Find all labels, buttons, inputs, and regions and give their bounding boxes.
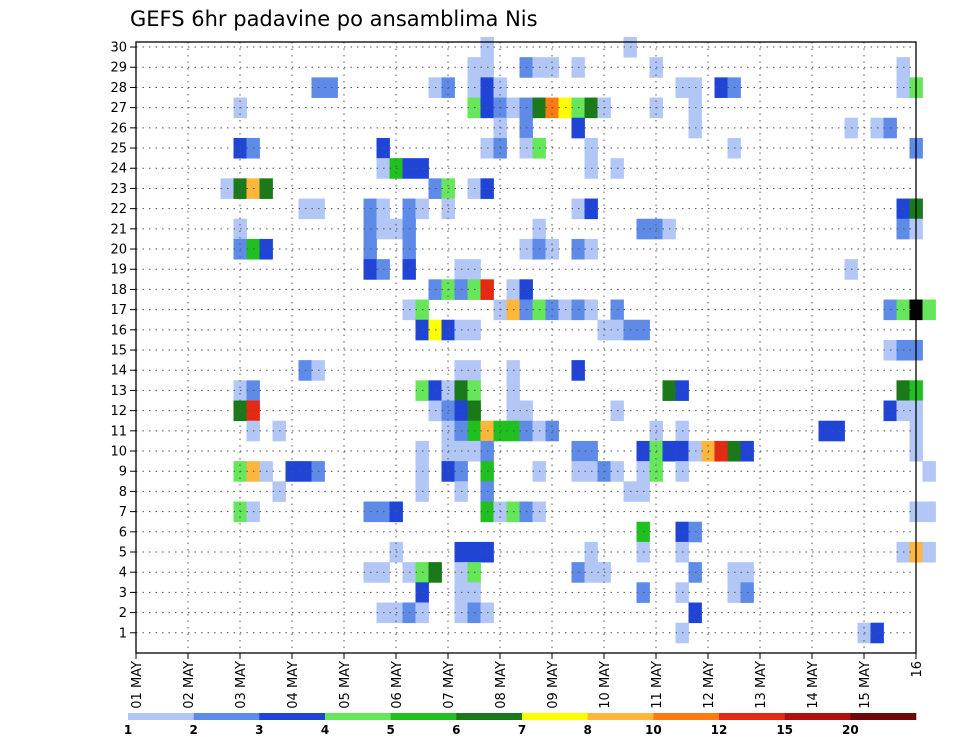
colorbar-tick-label: 8	[583, 723, 591, 737]
colorbar-swatch	[850, 713, 917, 720]
colorbar-tick-label: 12	[711, 723, 728, 737]
colorbar-swatch	[259, 713, 326, 720]
colorbar-swatch	[390, 713, 457, 720]
colorbar-tick-label: 4	[321, 723, 329, 737]
plot-frame	[135, 41, 917, 654]
colorbar-tick-label: 6	[452, 723, 460, 737]
y-tick-label: 12	[110, 404, 127, 419]
colorbar-tick-label: 5	[386, 723, 394, 737]
colorbar-swatch	[456, 713, 523, 720]
x-tick-label: 04 MAY	[286, 661, 301, 709]
x-axis: 01 MAY 02 MAY 03 MAY 04 MAY 05 MAY 06 MAY 07 M…	[130, 653, 925, 709]
y-tick-label: 21	[110, 222, 127, 237]
y-tick-label: 11	[110, 424, 127, 439]
y-tick-label: 16	[110, 323, 127, 338]
colorbar-swatch	[522, 713, 588, 720]
colorbar-tick-label: 1	[124, 723, 132, 737]
x-tick-label: 13 MAY	[754, 661, 769, 709]
heatmap-cell	[922, 541, 936, 563]
heatmap-cell	[922, 501, 936, 523]
x-tick-label: 05 MAY	[338, 661, 353, 709]
chart-title: GEFS 6hr padavine po ansamblima Nis	[130, 7, 538, 31]
x-tick-label: 12 MAY	[702, 661, 717, 709]
x-tick-label: 09 MAY	[546, 661, 561, 709]
y-tick-label: 22	[110, 202, 127, 217]
x-tick-label: 01 MAY	[130, 661, 145, 709]
y-tick-label: 13	[110, 384, 127, 399]
colorbar-swatch	[128, 713, 194, 720]
x-tick-label: 14 MAY	[806, 661, 821, 709]
colorbar-swatch	[587, 713, 654, 720]
y-tick-label: 3	[119, 586, 127, 601]
colorbar: 1 2 3 4 5 6 7 8 10 12 15 20	[124, 713, 917, 737]
y-tick-label: 29	[110, 61, 127, 76]
y-tick-label: 9	[119, 465, 127, 480]
x-tick-label: 16	[910, 661, 925, 678]
y-tick-label: 25	[110, 142, 127, 157]
y-tick-label: 6	[119, 525, 127, 540]
colorbar-tick-label: 10	[645, 723, 662, 737]
colorbar-swatch	[325, 713, 391, 720]
y-tick-label: 19	[110, 263, 127, 278]
y-tick-label: 23	[110, 182, 127, 197]
y-tick-label: 10	[110, 445, 127, 460]
colorbar-tick-label: 3	[255, 723, 263, 737]
x-tick-label: 15 MAY	[858, 661, 873, 709]
x-tick-label: 08 MAY	[494, 661, 509, 709]
y-tick-label: 15	[110, 344, 127, 359]
y-tick-label: 20	[110, 243, 127, 258]
y-tick-label: 27	[110, 101, 127, 116]
y-tick-label: 24	[110, 162, 127, 177]
y-tick-label: 2	[119, 606, 127, 621]
colorbar-swatch	[193, 713, 260, 720]
x-tick-label: 07 MAY	[442, 661, 457, 709]
colorbar-tick-label: 20	[842, 723, 859, 737]
colorbar-swatch	[653, 713, 720, 720]
colorbar-swatch	[719, 713, 785, 720]
x-tick-label: 11 MAY	[650, 661, 665, 709]
colorbar-tick-label: 15	[776, 723, 793, 737]
y-tick-label: 17	[110, 303, 127, 318]
x-tick-label: 06 MAY	[390, 661, 405, 709]
y-tick-label: 7	[119, 505, 127, 520]
y-tick-label: 8	[119, 485, 127, 500]
y-tick-label: 5	[119, 546, 127, 561]
y-tick-label: 4	[119, 566, 127, 581]
grid-lines	[135, 42, 917, 653]
y-tick-label: 1	[119, 626, 127, 641]
y-tick-label: 26	[110, 121, 127, 136]
y-tick-label: 28	[110, 81, 127, 96]
colorbar-tick-label: 2	[189, 723, 197, 737]
x-tick-label: 03 MAY	[234, 661, 249, 709]
x-tick-label: 10 MAY	[598, 661, 613, 709]
heatmap-cell	[922, 299, 936, 321]
y-tick-label: 30	[110, 41, 127, 56]
x-tick-label: 02 MAY	[182, 661, 197, 709]
colorbar-swatch	[784, 713, 851, 720]
y-axis: 1234567891011121314151617181920212223242…	[110, 41, 136, 641]
y-tick-label: 14	[110, 364, 127, 379]
heatmap-cell	[922, 461, 936, 482]
y-tick-label: 18	[110, 283, 127, 298]
colorbar-tick-label: 7	[518, 723, 526, 737]
